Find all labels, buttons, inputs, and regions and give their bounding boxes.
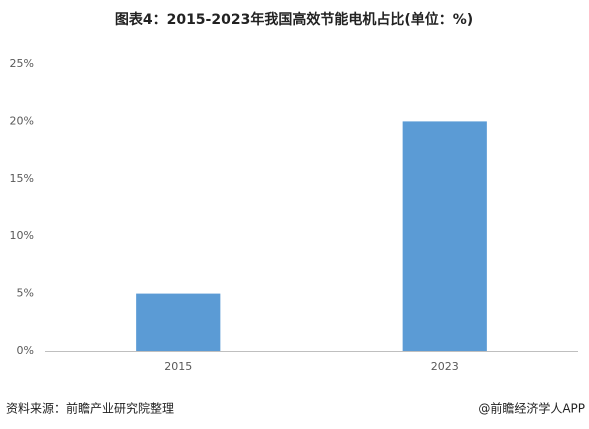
x-tick-label: 2015 xyxy=(164,360,192,373)
x-tick-label: 2023 xyxy=(431,360,459,373)
y-tick-label: 10% xyxy=(10,229,34,242)
y-tick-label: 15% xyxy=(10,172,34,185)
y-tick-label: 25% xyxy=(10,57,34,70)
bar xyxy=(402,121,487,352)
y-tick-label: 0% xyxy=(17,344,34,357)
chart-title: 图表4：2015-2023年我国高效节能电机占比(单位：%) xyxy=(115,11,473,28)
y-tick-label: 20% xyxy=(10,114,34,127)
source: 资料来源：前瞻产业研究院整理 xyxy=(6,401,174,416)
y-tick-label: 5% xyxy=(17,287,34,300)
bar xyxy=(136,293,221,351)
credit: @前瞻经济学人APP xyxy=(478,401,585,416)
